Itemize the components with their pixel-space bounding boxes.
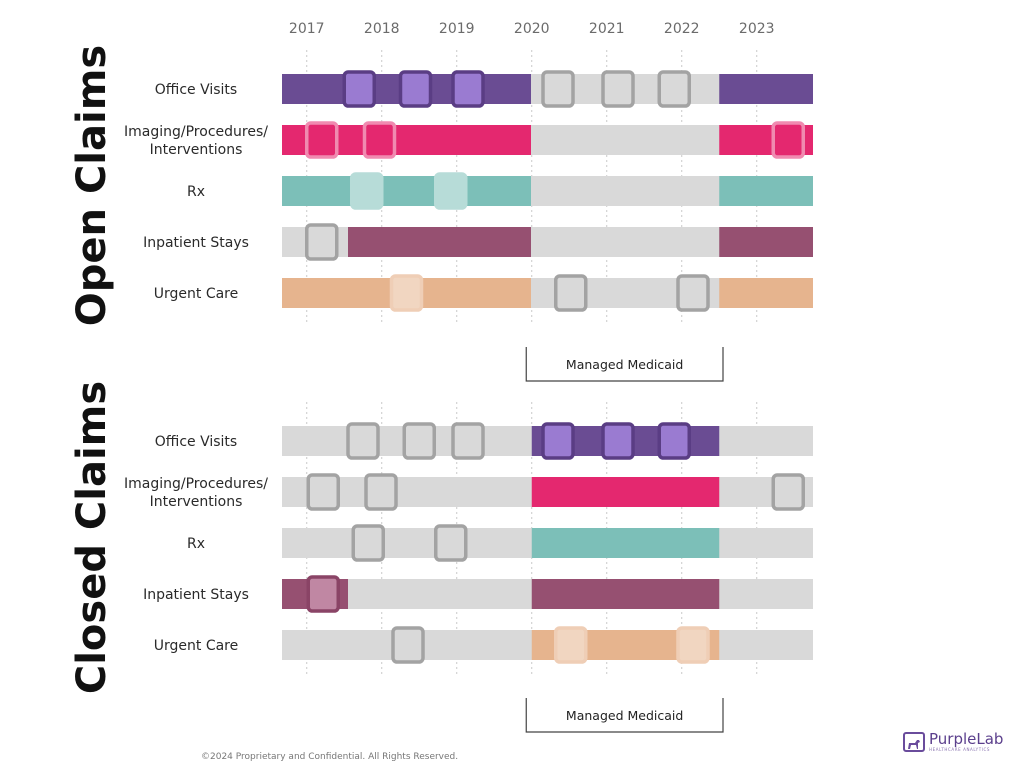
- year-label: 2020: [514, 21, 550, 37]
- event-marker: [451, 422, 485, 460]
- row-label-line: Imaging/Procedures/: [124, 124, 268, 140]
- year-label: 2022: [664, 21, 700, 37]
- event-marker: [402, 422, 436, 460]
- event-marker: [554, 626, 588, 664]
- event-marker: [346, 422, 380, 460]
- timeline-row: Urgent Care: [154, 274, 813, 312]
- timeline-row: Imaging/Procedures/Interventions: [124, 473, 813, 511]
- logo-name: PurpleLab: [929, 730, 1004, 748]
- event-marker: [657, 70, 691, 108]
- year-label: 2018: [364, 21, 400, 37]
- active-segment: [719, 278, 813, 308]
- event-marker: [657, 422, 691, 460]
- event-marker: [434, 524, 468, 562]
- year-label: 2021: [589, 21, 625, 37]
- managed-medicaid-label: Managed Medicaid: [566, 357, 683, 372]
- event-marker: [771, 121, 805, 159]
- event-marker: [554, 274, 588, 312]
- row-label: Urgent Care: [154, 286, 239, 302]
- timeline-row: Urgent Care: [154, 626, 813, 664]
- active-segment: [719, 74, 813, 104]
- active-segment: [282, 176, 531, 206]
- section-title: Closed Claims: [69, 381, 115, 694]
- row-label: Office Visits: [155, 82, 237, 98]
- event-marker: [306, 473, 340, 511]
- event-marker: [434, 172, 468, 210]
- managed-medicaid-label: Managed Medicaid: [566, 708, 683, 723]
- year-label: 2023: [739, 21, 775, 37]
- row-label-line: Imaging/Procedures/: [124, 476, 268, 492]
- active-segment: [719, 176, 813, 206]
- row-label: Urgent Care: [154, 638, 239, 654]
- timeline-row: Inpatient Stays: [143, 223, 813, 261]
- event-marker: [676, 626, 710, 664]
- row-label-line: Interventions: [150, 142, 243, 158]
- event-marker: [342, 70, 376, 108]
- section-open-claims: Open Claims Office Visits Imaging/Procedur…: [69, 45, 813, 382]
- timeline-row: Rx: [187, 172, 813, 210]
- timeline-row: Rx: [187, 524, 813, 562]
- row-label: Inpatient Stays: [143, 235, 249, 251]
- purplelab-logo: PurpleLab HEALTHCARE ANALYTICS: [903, 732, 1003, 752]
- timeline-row: Office Visits: [155, 70, 813, 108]
- event-marker: [362, 121, 397, 159]
- event-marker: [306, 575, 340, 613]
- event-marker: [305, 121, 339, 159]
- event-marker: [398, 70, 433, 108]
- event-marker: [391, 626, 425, 664]
- active-segment: [531, 579, 720, 609]
- event-marker: [451, 70, 485, 108]
- dog-icon: [903, 732, 925, 752]
- event-marker: [601, 70, 635, 108]
- section-closed-claims: Closed Claims Office Visits Imaging/Proced…: [69, 381, 813, 733]
- year-label: 2017: [289, 21, 325, 37]
- event-marker: [541, 422, 575, 460]
- row-label: Rx: [187, 536, 205, 552]
- row-label-line: Interventions: [150, 494, 243, 510]
- copyright-footer: ©2024 Proprietary and Confidential. All …: [201, 752, 459, 762]
- event-marker: [350, 172, 384, 210]
- event-marker: [389, 274, 424, 312]
- managed-medicaid-bracket: [525, 698, 724, 733]
- row-label: Rx: [187, 184, 205, 200]
- row-label: Inpatient Stays: [143, 587, 249, 603]
- section-title: Open Claims: [69, 45, 115, 326]
- event-marker: [305, 223, 339, 261]
- row-label: Imaging/Procedures/Interventions: [124, 476, 268, 510]
- event-marker: [351, 524, 385, 562]
- year-label: 2019: [439, 21, 475, 37]
- timeline-row: Inpatient Stays: [143, 575, 813, 613]
- event-marker: [541, 70, 575, 108]
- row-label: Imaging/Procedures/Interventions: [124, 124, 268, 158]
- active-segment: [531, 528, 720, 558]
- event-marker: [771, 473, 805, 511]
- timeline-row: Imaging/Procedures/Interventions: [124, 121, 813, 159]
- event-marker: [364, 473, 398, 511]
- active-segment: [719, 227, 813, 257]
- logo-tagline: HEALTHCARE ANALYTICS: [929, 747, 991, 752]
- active-segment: [348, 227, 531, 257]
- row-label: Office Visits: [155, 434, 237, 450]
- event-marker: [601, 422, 635, 460]
- managed-medicaid-bracket: [525, 347, 724, 382]
- event-marker: [676, 274, 710, 312]
- active-segment: [531, 477, 720, 507]
- timeline-row: Office Visits: [155, 422, 813, 460]
